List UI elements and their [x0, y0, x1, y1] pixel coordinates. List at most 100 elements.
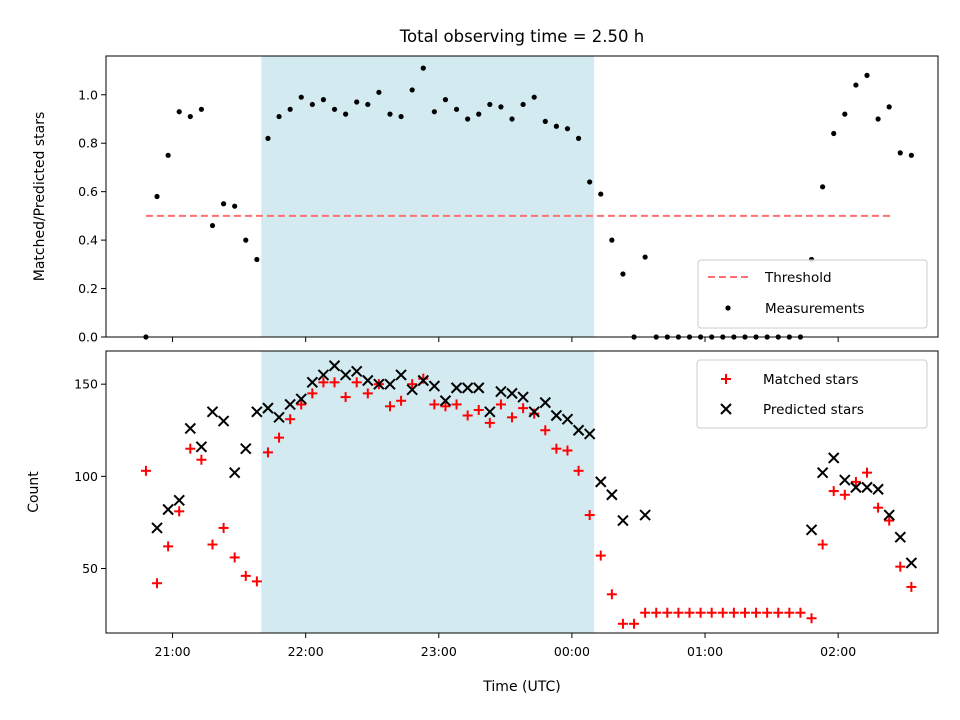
matched-star-point — [351, 377, 362, 388]
predicted-star-point — [384, 378, 396, 390]
observing-window-band — [261, 351, 595, 633]
y-tick-label: 0.0 — [78, 330, 98, 345]
matched-star-point — [684, 607, 695, 618]
matched-star-point — [140, 465, 151, 476]
predicted-star-point — [506, 387, 518, 400]
predicted-star-point — [572, 424, 585, 436]
measurement-point — [453, 106, 460, 112]
matched-star-point — [262, 447, 273, 458]
predicted-star-point — [561, 413, 574, 425]
predicted-star-point — [351, 365, 363, 377]
matched-star-point — [773, 607, 784, 618]
bottom-axes-frame — [105, 350, 939, 634]
legend-matched-swatch — [721, 374, 731, 384]
top-legend: Threshold Measurements — [697, 259, 928, 329]
matched-star-point — [152, 578, 163, 589]
predicted-star-point — [240, 442, 252, 455]
x-tick-label: 22:00 — [288, 644, 324, 659]
x-tick-label: 02:00 — [820, 644, 856, 659]
predicted-star-point — [850, 481, 862, 494]
matched-star-point — [640, 607, 651, 618]
matched-star-point — [518, 403, 529, 414]
y-tick-label: 0.2 — [78, 281, 98, 296]
measurement-point — [875, 116, 881, 122]
y-tick-label: 100 — [74, 469, 98, 484]
predicted-star-point — [439, 395, 452, 407]
measurement-point — [498, 104, 504, 110]
predicted-star-point — [339, 369, 352, 381]
matched-star-point — [484, 417, 495, 428]
y-tick-label: 1.0 — [78, 87, 98, 102]
x-tick-label: 21:00 — [155, 644, 191, 659]
predicted-star-point — [295, 393, 307, 405]
y-tick-label: 0.6 — [78, 184, 98, 199]
measurement-point — [187, 113, 193, 120]
measurement-point — [431, 109, 437, 115]
matched-star-point — [617, 618, 628, 629]
measurement-point — [209, 222, 216, 229]
predicted-star-point — [328, 360, 341, 372]
measurement-point — [542, 118, 548, 125]
matched-star-point — [362, 388, 373, 399]
matched-star-point — [806, 613, 817, 624]
matched-star-point — [429, 399, 440, 410]
measurement-point — [598, 191, 604, 197]
matched-star-point — [418, 373, 429, 384]
predicted-star-point — [228, 466, 241, 479]
y-tick-label: 0.4 — [78, 233, 98, 248]
measurement-point — [232, 203, 238, 209]
predicted-star-point — [583, 428, 596, 440]
matched-star-point — [828, 486, 839, 497]
predicted-star-point — [162, 503, 174, 516]
matched-star-point — [606, 589, 617, 600]
measurement-point — [575, 135, 582, 141]
y-tick-label: 0.8 — [78, 136, 98, 151]
predicted-star-point — [417, 374, 429, 387]
measurement-point — [220, 201, 227, 207]
matched-star-point — [307, 388, 318, 399]
predicted-star-point — [839, 474, 851, 486]
bottom-legend: Matched stars Predicted stars — [696, 359, 928, 429]
measurement-point — [587, 179, 593, 185]
chart-title: Total observing time = 2.50 h — [399, 27, 644, 46]
measurement-point — [908, 152, 914, 158]
predicted-star-point — [184, 422, 197, 435]
predicted-star-point — [317, 369, 330, 381]
measurement-point — [897, 150, 903, 156]
legend-measurements-label: Measurements — [765, 301, 865, 317]
measurement-point — [531, 94, 537, 100]
predicted-star-point — [595, 476, 607, 488]
y-tick-label: 50 — [82, 561, 98, 576]
matched-star-point — [296, 399, 307, 410]
legend-box — [696, 359, 928, 429]
matched-star-point — [329, 377, 340, 388]
measurement-point — [487, 101, 493, 108]
predicted-star-point — [816, 466, 829, 479]
legend-threshold-label: Threshold — [764, 270, 832, 286]
measurement-point — [298, 94, 304, 100]
predicted-star-point — [273, 411, 285, 424]
predicted-star-point — [262, 402, 274, 414]
bottom-panel: 50 100 150 21:00 22:00 23:00 00:00 01:00 02:00 Ti… — [26, 350, 939, 695]
legend-predicted-label: Predicted stars — [763, 402, 864, 418]
matched-star-point — [662, 607, 673, 618]
predicted-star-point — [606, 489, 618, 501]
measurement-point — [154, 193, 160, 200]
matched-star-point — [706, 607, 717, 618]
predicted-star-point — [484, 406, 496, 418]
measurement-point — [442, 97, 449, 103]
predicted-star-point — [206, 406, 219, 418]
matched-star-point — [717, 607, 728, 618]
measurement-point — [398, 113, 404, 120]
matched-star-point — [651, 607, 662, 618]
matched-star-point — [163, 541, 174, 552]
matched-star-point — [440, 401, 451, 412]
measurement-point — [287, 106, 293, 112]
matched-star-point — [595, 550, 606, 561]
predicted-star-point — [905, 557, 918, 569]
predicted-star-point — [151, 522, 163, 534]
measurement-point — [476, 111, 482, 117]
predicted-star-point — [883, 509, 895, 521]
matched-star-point — [396, 395, 407, 406]
measurement-point — [365, 101, 371, 108]
